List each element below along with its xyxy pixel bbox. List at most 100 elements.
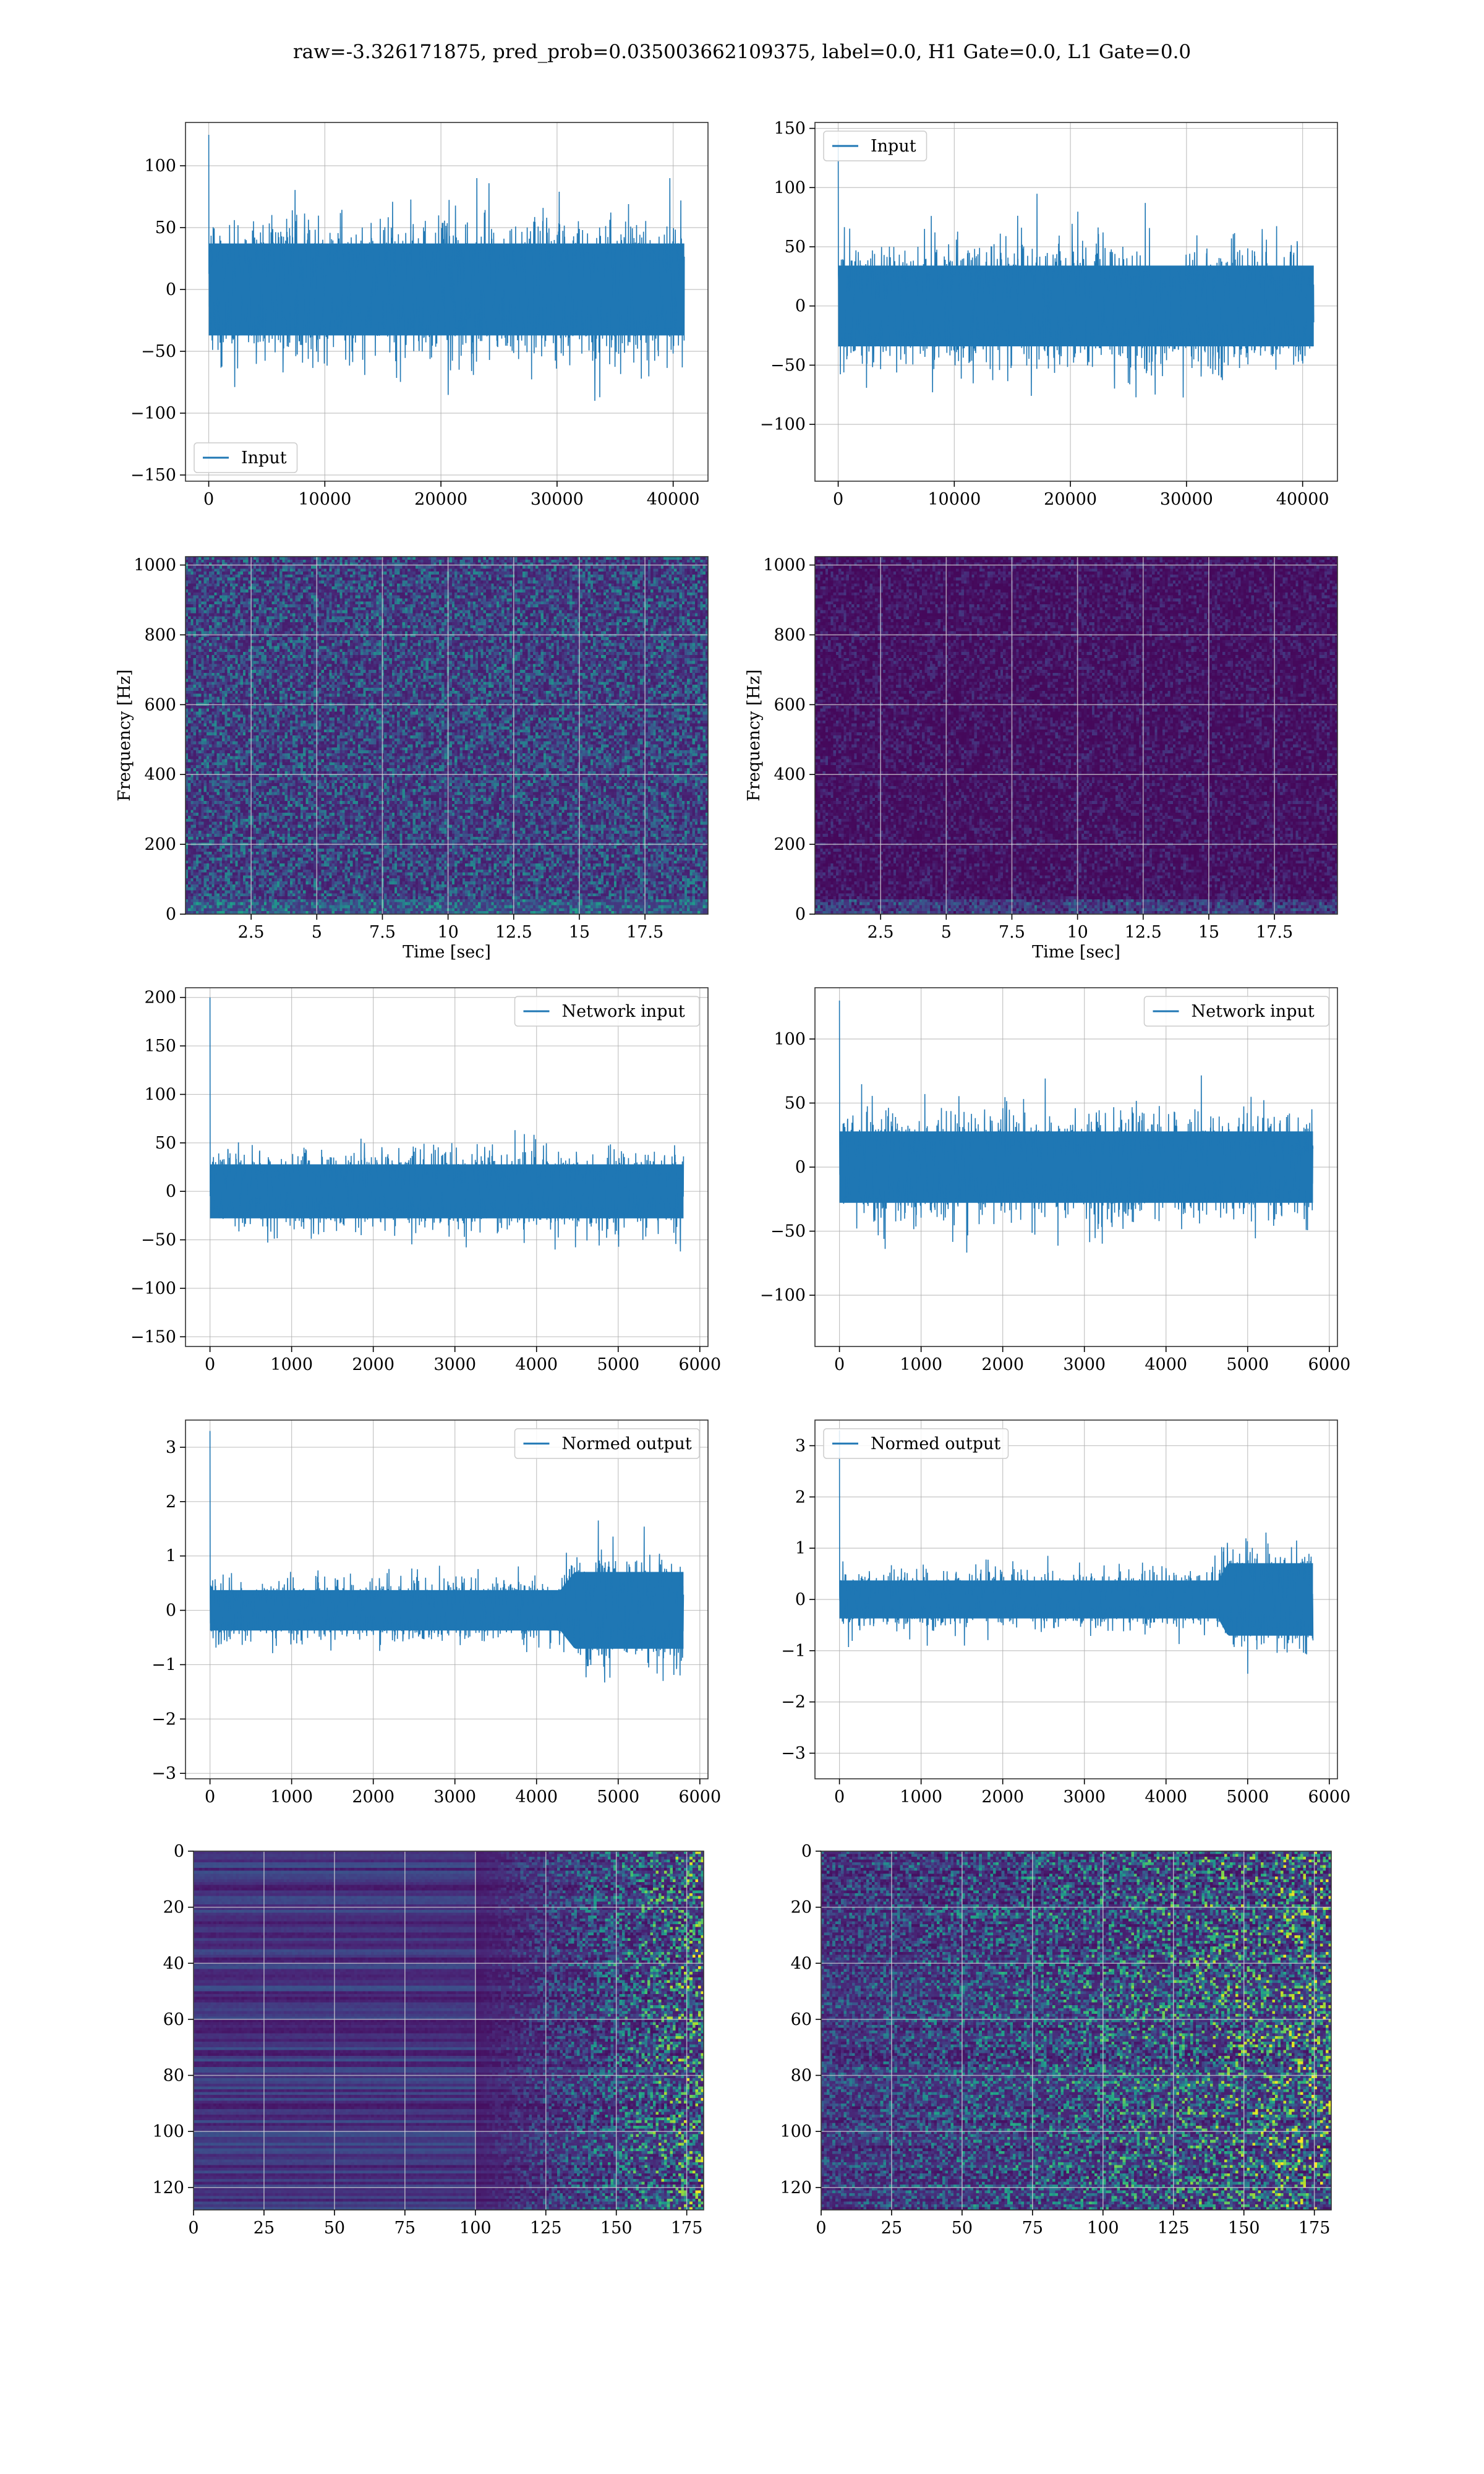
y-tick-label: −100 [130,404,176,423]
x-tick-label: 5 [941,923,952,942]
x-tick-label: 5000 [597,1787,639,1807]
legend-label: Normed output [562,1434,692,1453]
y-tick-label: 0 [174,1842,184,1861]
chart-3: 2.5 5 7.5 10 12.5 15 17.5 0 200 400 600 800 1000 Time… [115,556,709,962]
chart-1: 0 10000 20000 30000 40000 −150 −100 −50 0 50 100 In… [130,122,709,509]
y-axis-label: Frequency [Hz] [115,669,134,801]
x-tick-label: 12.5 [1125,923,1162,942]
x-tick-label: 40000 [1276,490,1329,509]
legend: Input [823,131,927,161]
axes-frame [821,1851,1332,2211]
x-tick-label: 20000 [1044,490,1097,509]
y-tick-label: 100 [144,1085,176,1104]
y-tick-label: 50 [785,238,806,257]
series-line [837,140,1315,398]
y-axis-label: Frequency [Hz] [744,669,764,801]
y-tick-label: −2 [151,1710,176,1729]
y-tick-label: 200 [144,988,176,1008]
y-tick-label: 1000 [134,556,176,575]
y-tick-label: 100 [774,178,806,197]
x-tick-label: 0 [834,1355,845,1374]
legend-label: Network input [562,1002,685,1021]
y-tick-label: 200 [774,835,806,854]
y-tick-label: 0 [801,1842,812,1861]
x-tick-label: 3000 [1063,1355,1106,1374]
x-tick-label: 20000 [414,490,467,509]
x-tick-label: 2000 [981,1355,1024,1374]
y-tick-label: 0 [166,1601,176,1620]
y-tick-label: −1 [781,1641,806,1661]
x-tick-label: 4000 [515,1787,558,1807]
y-tick-label: 150 [144,1037,176,1056]
x-tick-label: 2.5 [238,923,265,942]
y-tick-label: 40 [163,1954,184,1973]
x-tick-label: 2000 [981,1787,1024,1807]
x-tick-label: 6000 [678,1355,721,1374]
x-tick-label: 150 [600,2219,633,2238]
axes-frame [185,987,709,1347]
y-tick-label: −150 [130,1327,176,1346]
y-tick-label: 1000 [763,556,806,575]
y-tick-label: 80 [791,2066,812,2086]
axes-frame [814,122,1338,482]
y-tick-label: 50 [155,1134,176,1153]
y-tick-label: −3 [151,1764,176,1783]
x-tick-label: 75 [394,2219,416,2238]
chart-7: 0 1000 2000 3000 4000 5000 6000 −3 −2 −1 0 1 2 3 Norme… [151,1419,721,1807]
y-tick-label: 800 [144,625,176,644]
chart-6: 0 1000 2000 3000 4000 5000 6000 −100 −50 0 50 100 Ne… [760,987,1350,1374]
legend-label: Normed output [871,1434,1000,1453]
x-tick-label: 0 [816,2219,826,2238]
legend: Network input [1143,996,1329,1027]
x-tick-label: 1000 [270,1355,313,1374]
axes-frame [185,1419,709,1779]
x-tick-label: 50 [324,2219,345,2238]
y-tick-label: 1 [166,1547,176,1566]
y-tick-label: 400 [144,765,176,784]
x-tick-label: 15 [1198,923,1219,942]
x-tick-label: 4000 [1145,1355,1187,1374]
y-tick-label: 2 [795,1487,806,1507]
x-tick-label: 175 [671,2219,703,2238]
y-tick-label: 50 [785,1094,806,1113]
series-line [838,1000,1314,1253]
x-tick-label: 125 [1158,2219,1190,2238]
x-tick-label: 75 [1022,2219,1043,2238]
legend-box [514,1428,700,1459]
legend-box [514,996,700,1027]
chart-9: 0 25 50 75 100 125 150 175 0 20 40 60 80 100 120 [152,1842,704,2238]
y-tick-label: −1 [151,1655,176,1674]
legend-label: Input [241,448,287,468]
y-tick-label: 200 [144,835,176,854]
series-line [209,1431,684,1683]
y-tick-label: 40 [791,1954,812,1973]
figure-title: raw=-3.326171875, pred_prob=0.0350036621… [292,41,1192,63]
y-tick-label: 800 [774,625,806,644]
series-line [209,997,684,1252]
x-tick-label: 25 [881,2219,902,2238]
legend: Input [194,442,298,473]
y-tick-label: 2 [166,1492,176,1512]
x-tick-label: 100 [459,2219,492,2238]
legend: Network input [514,996,700,1027]
x-tick-label: 2000 [352,1355,394,1374]
y-tick-label: 100 [780,2122,812,2141]
y-tick-label: −2 [781,1693,806,1712]
y-tick-label: 100 [774,1030,806,1049]
x-tick-label: 5 [312,923,322,942]
x-tick-label: 0 [205,1787,215,1807]
x-tick-label: 12.5 [495,923,532,942]
y-tick-label: 0 [166,280,176,299]
x-tick-label: 5000 [1226,1787,1269,1807]
x-tick-label: 100 [1087,2219,1119,2238]
x-tick-label: 0 [205,1355,215,1374]
legend: Normed output [514,1428,700,1459]
heatmap-image [815,557,1337,914]
x-tick-label: 1000 [270,1787,313,1807]
x-tick-label: 0 [833,490,843,509]
x-tick-label: 10000 [927,490,981,509]
x-tick-label: 25 [254,2219,275,2238]
axes-frame [193,1851,704,2211]
heatmap-image [821,1851,1331,2210]
y-tick-label: 1 [795,1539,806,1558]
